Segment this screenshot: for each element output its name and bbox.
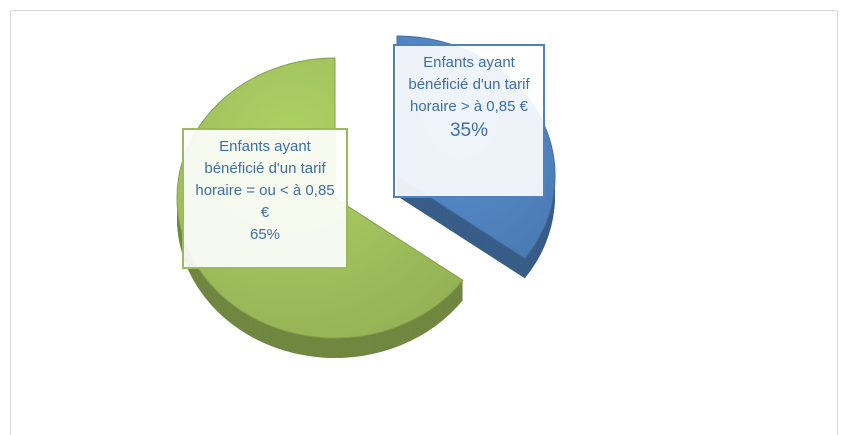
category-label: Enfants ayant bénéficié d'un tarif horai… [195, 138, 335, 221]
data-label-box: Enfants ayant bénéficié d'un tarif horai… [393, 44, 545, 198]
value-label: 35% [449, 120, 489, 141]
category-label: Enfants ayant bénéficié d'un tarif horai… [408, 54, 530, 115]
value-label: 65% [249, 226, 281, 243]
chart-frame [10, 10, 838, 435]
data-label-box: Enfants ayant bénéficié d'un tarif horai… [182, 128, 348, 269]
